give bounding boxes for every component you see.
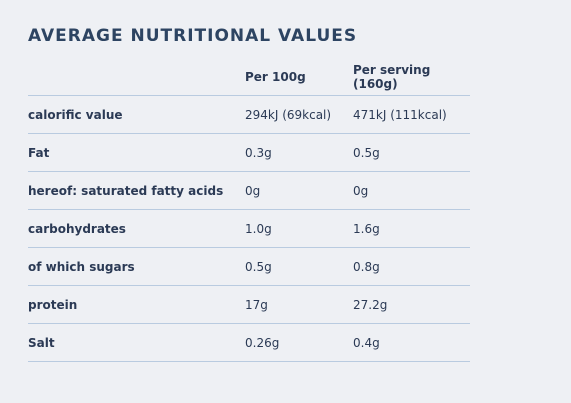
row-label: Fat — [28, 133, 245, 172]
title: AVERAGE NUTRITIONAL VALUES — [28, 26, 358, 46]
row: carbohydrates 1.0g 1.6g — [28, 209, 470, 248]
row-label: of which sugars — [28, 247, 245, 286]
nutrition-table: Per 100g Per serving (160g) calorific val… — [28, 58, 470, 362]
column-header: Per serving (160g) — [353, 58, 470, 96]
row: Salt 0.26g 0.4g — [28, 323, 470, 362]
row: protein 17g 27.2g — [28, 285, 470, 324]
value-cell: 294kJ (69kcal) — [245, 95, 353, 134]
column-header — [28, 58, 245, 96]
row: of which sugars 0.5g 0.8g — [28, 247, 470, 286]
value-cell: 0.3g — [245, 133, 353, 172]
value-cell: 17g — [245, 285, 353, 324]
row-label: calorific value — [28, 95, 245, 134]
column-header: Per 100g — [245, 58, 353, 96]
value-cell: 0.5g — [353, 133, 470, 172]
row-label: carbohydrates — [28, 209, 245, 248]
row-label: Salt — [28, 323, 245, 362]
value-cell: 27.2g — [353, 285, 470, 324]
value-cell: 0.5g — [245, 247, 353, 286]
row: Fat 0.3g 0.5g — [28, 133, 470, 172]
value-cell: 0.4g — [353, 323, 470, 362]
row-label: hereof: saturated fatty acids — [28, 171, 245, 210]
row: calorific value 294kJ (69kcal) 471kJ (111k… — [28, 95, 470, 134]
row: hereof: saturated fatty acids 0g 0g — [28, 171, 470, 210]
value-cell: 0.8g — [353, 247, 470, 286]
header-row: Per 100g Per serving (160g) — [28, 58, 470, 96]
row-label: protein — [28, 285, 245, 324]
value-cell: 0.26g — [245, 323, 353, 362]
value-cell: 0g — [353, 171, 470, 210]
value-cell: 0g — [245, 171, 353, 210]
value-cell: 1.0g — [245, 209, 353, 248]
value-cell: 471kJ (111kcal) — [353, 95, 470, 134]
value-cell: 1.6g — [353, 209, 470, 248]
